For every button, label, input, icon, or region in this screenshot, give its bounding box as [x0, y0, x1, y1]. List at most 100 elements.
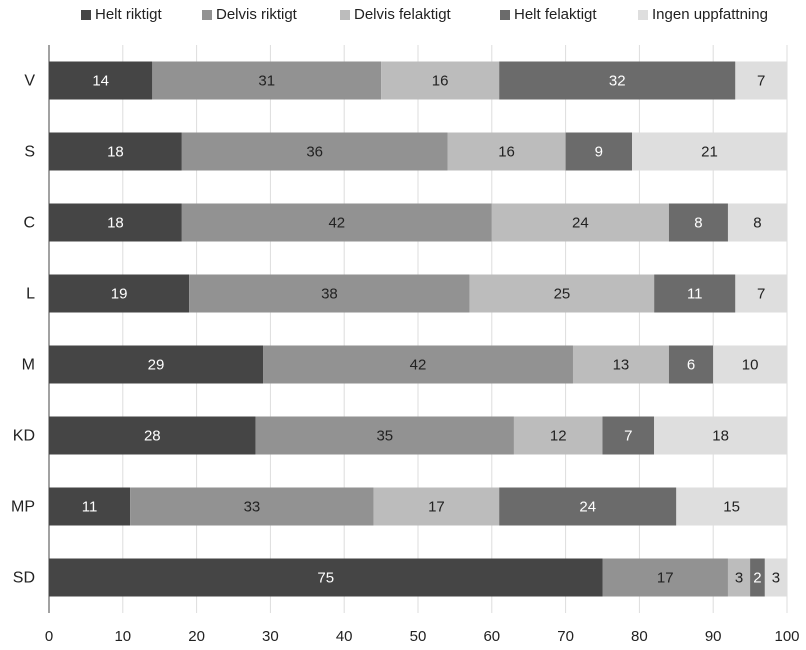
data-label: 17 — [428, 499, 445, 516]
category-label: C — [23, 215, 35, 232]
bar-segment — [735, 274, 787, 313]
bar-segment — [255, 416, 514, 455]
bar-segment — [713, 345, 787, 384]
category-label: M — [22, 357, 35, 374]
data-label: 8 — [753, 215, 761, 232]
bar-segment — [49, 61, 153, 100]
bar-segment — [735, 61, 787, 100]
x-tick-label: 0 — [45, 628, 53, 645]
bar-segment — [750, 558, 765, 597]
data-label: 7 — [757, 286, 765, 303]
gridlines — [48, 45, 788, 613]
data-label: 18 — [107, 215, 124, 232]
bar-segment — [491, 203, 669, 242]
data-label: 21 — [701, 144, 718, 161]
data-label: 33 — [244, 499, 261, 516]
bar-segment — [632, 132, 787, 171]
category-label: L — [26, 286, 35, 303]
data-label: 32 — [609, 73, 626, 90]
category-label: V — [24, 73, 35, 90]
data-label: 19 — [111, 286, 128, 303]
data-label: 29 — [148, 357, 165, 374]
data-label: 2 — [753, 570, 761, 587]
bar-segment — [565, 132, 633, 171]
x-tick-label: 70 — [557, 628, 574, 645]
data-label: 7 — [624, 428, 632, 445]
data-label: 42 — [410, 357, 427, 374]
axis: 0 10 20 30 40 50 60 70 80 90 100 V S C L M KD MP SD — [11, 45, 800, 645]
legend-swatch — [202, 9, 212, 20]
legend-label: Delvis riktigt — [216, 6, 297, 23]
bar-segment — [189, 274, 470, 313]
bar-segment — [764, 558, 787, 597]
bar-segment — [49, 132, 182, 171]
bar-segment — [49, 416, 256, 455]
bar-segment — [447, 132, 566, 171]
data-label: 75 — [317, 570, 334, 587]
data-label: 15 — [723, 499, 740, 516]
bar-segment — [654, 416, 787, 455]
bar-segment — [49, 487, 131, 526]
legend-item: Helt felaktigt — [500, 6, 597, 23]
data-label: 8 — [694, 215, 702, 232]
legend-swatch — [638, 9, 648, 20]
data-label: 25 — [554, 286, 571, 303]
x-tick-label: 30 — [262, 628, 279, 645]
x-tick-label: 90 — [705, 628, 722, 645]
category-label: MP — [11, 499, 35, 516]
bar-segment — [381, 61, 500, 100]
data-label: 12 — [550, 428, 567, 445]
bar-segment — [668, 345, 714, 384]
bar-segment — [602, 416, 655, 455]
legend-label: Helt felaktigt — [514, 6, 597, 23]
x-tick-label: 20 — [188, 628, 205, 645]
data-label: 11 — [687, 286, 703, 303]
legend-swatch — [81, 9, 91, 20]
data-label: 36 — [306, 144, 323, 161]
bar-segment — [263, 345, 573, 384]
data-label: 7 — [757, 73, 765, 90]
legend-label: Helt riktigt — [95, 6, 162, 23]
bar-segment — [676, 487, 787, 526]
legend-label: Ingen uppfattning — [652, 6, 768, 23]
x-tick-label: 50 — [410, 628, 427, 645]
data-label: 3 — [772, 570, 780, 587]
bar-segment — [49, 274, 190, 313]
data-label: 16 — [432, 73, 449, 90]
bar-segment — [130, 487, 374, 526]
data-label: 28 — [144, 428, 161, 445]
data-label: 18 — [107, 144, 124, 161]
legend-item: Delvis riktigt — [202, 6, 297, 23]
bar-segment — [373, 487, 500, 526]
data-label: 38 — [321, 286, 338, 303]
bar-segment — [727, 558, 751, 597]
category-label: KD — [13, 428, 35, 445]
bar-segment — [499, 61, 736, 100]
x-tick-label: 60 — [483, 628, 500, 645]
data-label: 3 — [735, 570, 743, 587]
x-tick-label: 10 — [114, 628, 131, 645]
data-label: 17 — [657, 570, 674, 587]
data-label: 24 — [579, 499, 596, 516]
bar-segment — [727, 203, 787, 242]
x-tick-label: 100 — [774, 628, 799, 645]
data-label: 11 — [82, 499, 98, 516]
bar-segment — [654, 274, 736, 313]
x-tick-label: 40 — [336, 628, 353, 645]
legend-item: Ingen uppfattning — [638, 6, 768, 23]
data-label: 16 — [498, 144, 515, 161]
data-label: 6 — [687, 357, 695, 374]
bar-segment — [181, 132, 448, 171]
bar-segment — [668, 203, 728, 242]
bar-segment — [513, 416, 603, 455]
bar-segment — [49, 345, 264, 384]
category-label: SD — [13, 570, 35, 587]
x-tick-label: 80 — [631, 628, 648, 645]
bar-segment — [602, 558, 728, 597]
bar-segment — [49, 558, 603, 597]
data-label: 13 — [613, 357, 630, 374]
data-label: 42 — [328, 215, 345, 232]
legend-item: Helt riktigt — [81, 6, 162, 23]
